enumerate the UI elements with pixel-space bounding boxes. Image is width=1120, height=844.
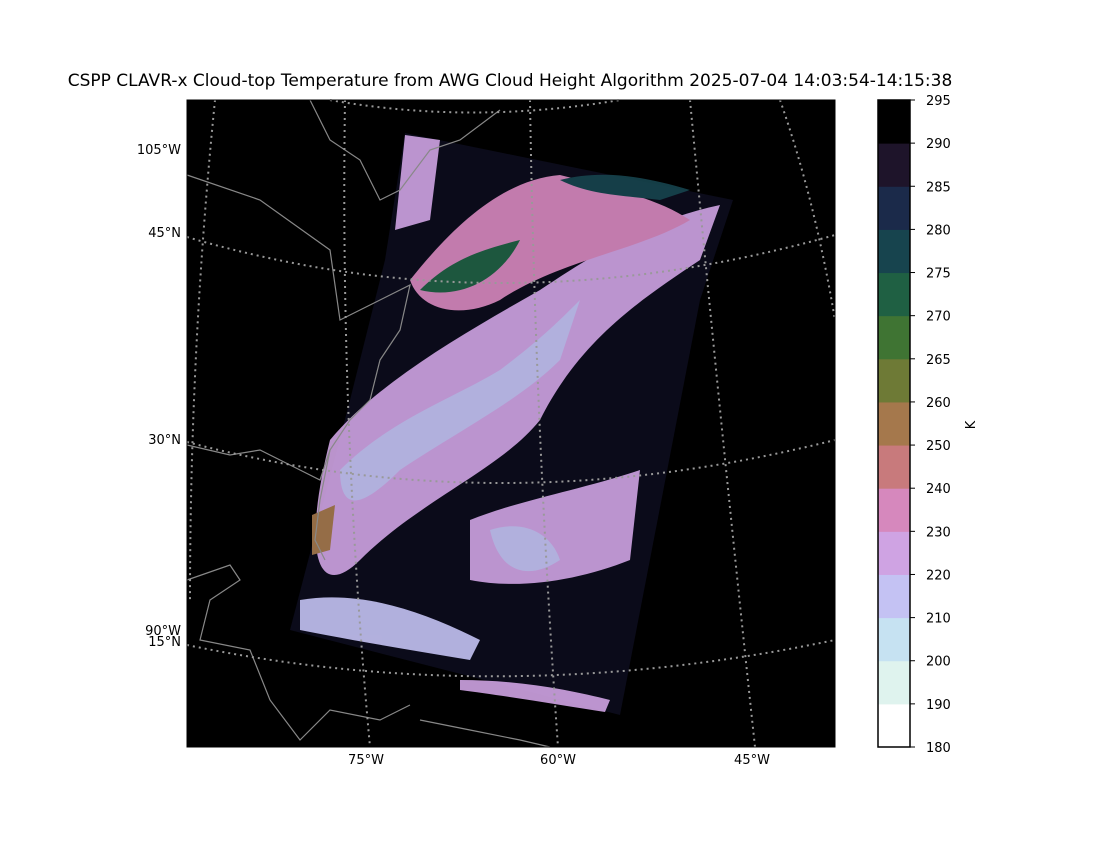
colorbar-tick-label: 230 [926, 525, 951, 540]
colorbar-band [878, 488, 910, 532]
lon-label: 105°W [137, 143, 181, 158]
colorbar-tick-label: 290 [926, 137, 951, 152]
colorbar-band [878, 315, 910, 360]
colorbar-tick-label: 240 [926, 482, 951, 497]
colorbar-tick-label: 280 [926, 223, 951, 238]
colorbar-band [878, 186, 910, 230]
colorbar-band [878, 531, 910, 575]
colorbar-tick-label: 265 [926, 353, 951, 368]
colorbar-band [878, 100, 910, 144]
colorbar-tick-label: 180 [926, 741, 951, 756]
colorbar-tick-label: 270 [926, 310, 951, 325]
colorbar-tick-label: 210 [926, 612, 951, 627]
colorbar-band [878, 272, 910, 317]
colorbar-band [878, 703, 910, 748]
colorbar-label: K [964, 420, 979, 429]
colorbar-tick-label: 260 [926, 396, 951, 411]
cloud-field [300, 135, 720, 712]
lat-label: 15°N [148, 635, 181, 650]
coastlines [186, 99, 551, 748]
colorbar-tick-label: 275 [926, 267, 951, 282]
colorbar-band [878, 445, 910, 489]
colorbar-band [878, 358, 910, 403]
colorbar-frame [877, 99, 911, 748]
lon-label: 75°W [348, 753, 384, 768]
colorbar-band [878, 229, 910, 274]
colorbar-tick-label: 295 [926, 94, 951, 109]
colorbar-tick-label: 190 [926, 698, 951, 713]
map-frame [186, 99, 836, 748]
colorbar-band [878, 660, 910, 705]
map: 105°W 90°W 75°W 60°W 45°W 45°N 30°N 15°N [137, 99, 836, 768]
colorbar-band [878, 401, 910, 446]
lon-label: 90°W [145, 624, 181, 639]
colorbar-band [878, 617, 910, 662]
colorbar-tick-label: 200 [926, 655, 951, 670]
colorbar-tick-label: 220 [926, 568, 951, 583]
lon-label: 60°W [540, 753, 576, 768]
lon-label: 45°W [734, 753, 770, 768]
colorbar-tick-label: 250 [926, 439, 951, 454]
lat-label: 45°N [148, 226, 181, 241]
title: CSPP CLAVR-x Cloud-top Temperature from … [68, 71, 953, 91]
lat-label: 30°N [148, 433, 181, 448]
colorbar-band [878, 143, 910, 187]
colorbar: 180 190 200 210 220 230 240 250 260 265 270 275 280 2… [877, 94, 951, 756]
colorbar-tick-label: 285 [926, 180, 951, 195]
colorbar-band [878, 574, 910, 619]
graticule [186, 99, 836, 748]
